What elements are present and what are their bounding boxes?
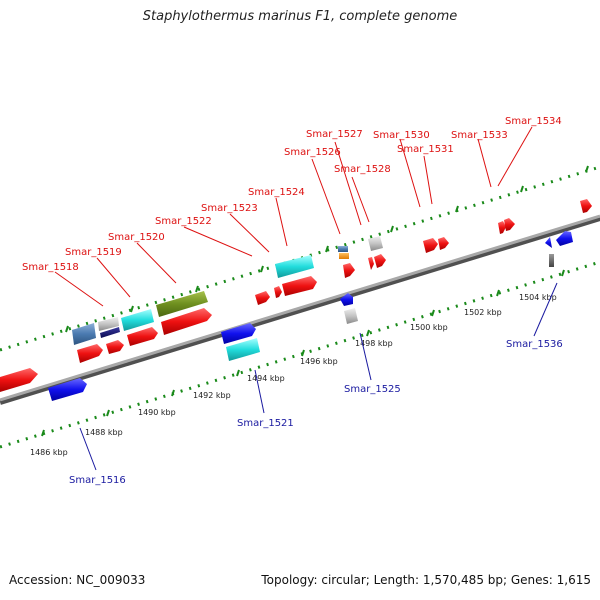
genome-backbone [0, 214, 600, 402]
tick-label: 1504 kbp [519, 293, 557, 302]
forward-genes [0, 199, 592, 392]
gene-arrow [504, 218, 515, 231]
gene-label: Smar_1526 [284, 147, 341, 158]
reverse-genes [48, 231, 573, 401]
tick-label: 1490 kbp [138, 408, 176, 417]
gene-arrow [72, 323, 96, 345]
tick-labels: 1486 kbp 1488 kbp 1490 kbp 1492 kbp 1494… [30, 293, 557, 457]
gene-label: Smar_1523 [201, 203, 258, 214]
gene-arrow [498, 221, 506, 234]
gene-box [338, 246, 348, 252]
gene-arrow [255, 291, 270, 305]
gene-arrow [556, 231, 573, 246]
gene-arrow [368, 257, 374, 270]
tick-label: 1498 kbp [355, 339, 393, 348]
gene-arrow [77, 344, 103, 363]
gene-label: Smar_1522 [155, 216, 212, 227]
gene-arrow [127, 327, 158, 346]
gene-label: Smar_1519 [65, 247, 122, 258]
gene-arrow [545, 237, 552, 248]
gene-box [339, 253, 349, 259]
reverse-gene-labels: Smar_1516 Smar_1521 Smar_1525 Smar_1536 [69, 339, 563, 486]
gene-arrow [344, 308, 358, 324]
gene-label: Smar_1518 [22, 262, 79, 273]
gene-arrow [368, 236, 383, 251]
forward-major-ticks [65, 165, 589, 333]
tick-label: 1494 kbp [247, 374, 285, 383]
gene-arrow [100, 327, 120, 338]
gene-label: Smar_1528 [334, 164, 391, 175]
gene-arrow [438, 237, 449, 250]
gene-label: Smar_1536 [506, 339, 563, 350]
tick-label: 1486 kbp [30, 448, 68, 457]
tick-label: 1502 kbp [464, 308, 502, 317]
gene-arrow [0, 368, 38, 392]
gene-label: Smar_1520 [108, 232, 165, 243]
gene-label: Smar_1521 [237, 418, 294, 429]
gene-arrow [226, 338, 260, 361]
tick-label: 1500 kbp [410, 323, 448, 332]
gene-arrow [282, 276, 317, 296]
tick-label: 1488 kbp [85, 428, 123, 437]
gene-label: Smar_1533 [451, 130, 508, 141]
map-title: Staphylothermus marinus F1, complete gen… [142, 9, 458, 24]
gene-label: Smar_1524 [248, 187, 305, 198]
gene-label: Smar_1531 [397, 144, 454, 155]
gene-arrow [275, 255, 314, 278]
gene-arrow [121, 309, 154, 331]
accession-text: Accession: NC_009033 [9, 573, 146, 587]
gene-arrow [156, 291, 208, 317]
gene-arrow [374, 254, 386, 268]
gene-arrow [48, 378, 87, 401]
genome-backbone-shadow [0, 215, 600, 405]
gene-arrow [343, 263, 355, 278]
tick-label: 1496 kbp [300, 357, 338, 366]
gene-label: Smar_1530 [373, 130, 430, 141]
reverse-dot-track [0, 260, 600, 449]
tick-label: 1492 kbp [193, 391, 231, 400]
gene-arrow [106, 340, 124, 354]
forward-gene-labels: Smar_1518 Smar_1519 Smar_1520 Smar_1522 … [22, 116, 562, 273]
gene-arrow [221, 323, 256, 344]
gene-arrow [423, 238, 438, 253]
reverse-major-ticks [41, 269, 565, 437]
genome-summary-text: Topology: circular; Length: 1,570,485 bp… [261, 573, 591, 587]
forward-leaders [54, 126, 533, 307]
gene-label: Smar_1527 [306, 129, 363, 140]
gene-label: Smar_1534 [505, 116, 562, 127]
gene-arrow [580, 199, 592, 213]
gene-arrow [274, 286, 282, 298]
gene-arrow [340, 293, 353, 306]
gene-arrow [98, 317, 119, 331]
gene-box [549, 254, 554, 267]
gene-label: Smar_1516 [69, 475, 126, 486]
gene-arrow [161, 308, 212, 335]
reverse-leaders [79, 282, 558, 471]
forward-dot-track [0, 165, 600, 352]
gene-label: Smar_1525 [344, 384, 401, 395]
